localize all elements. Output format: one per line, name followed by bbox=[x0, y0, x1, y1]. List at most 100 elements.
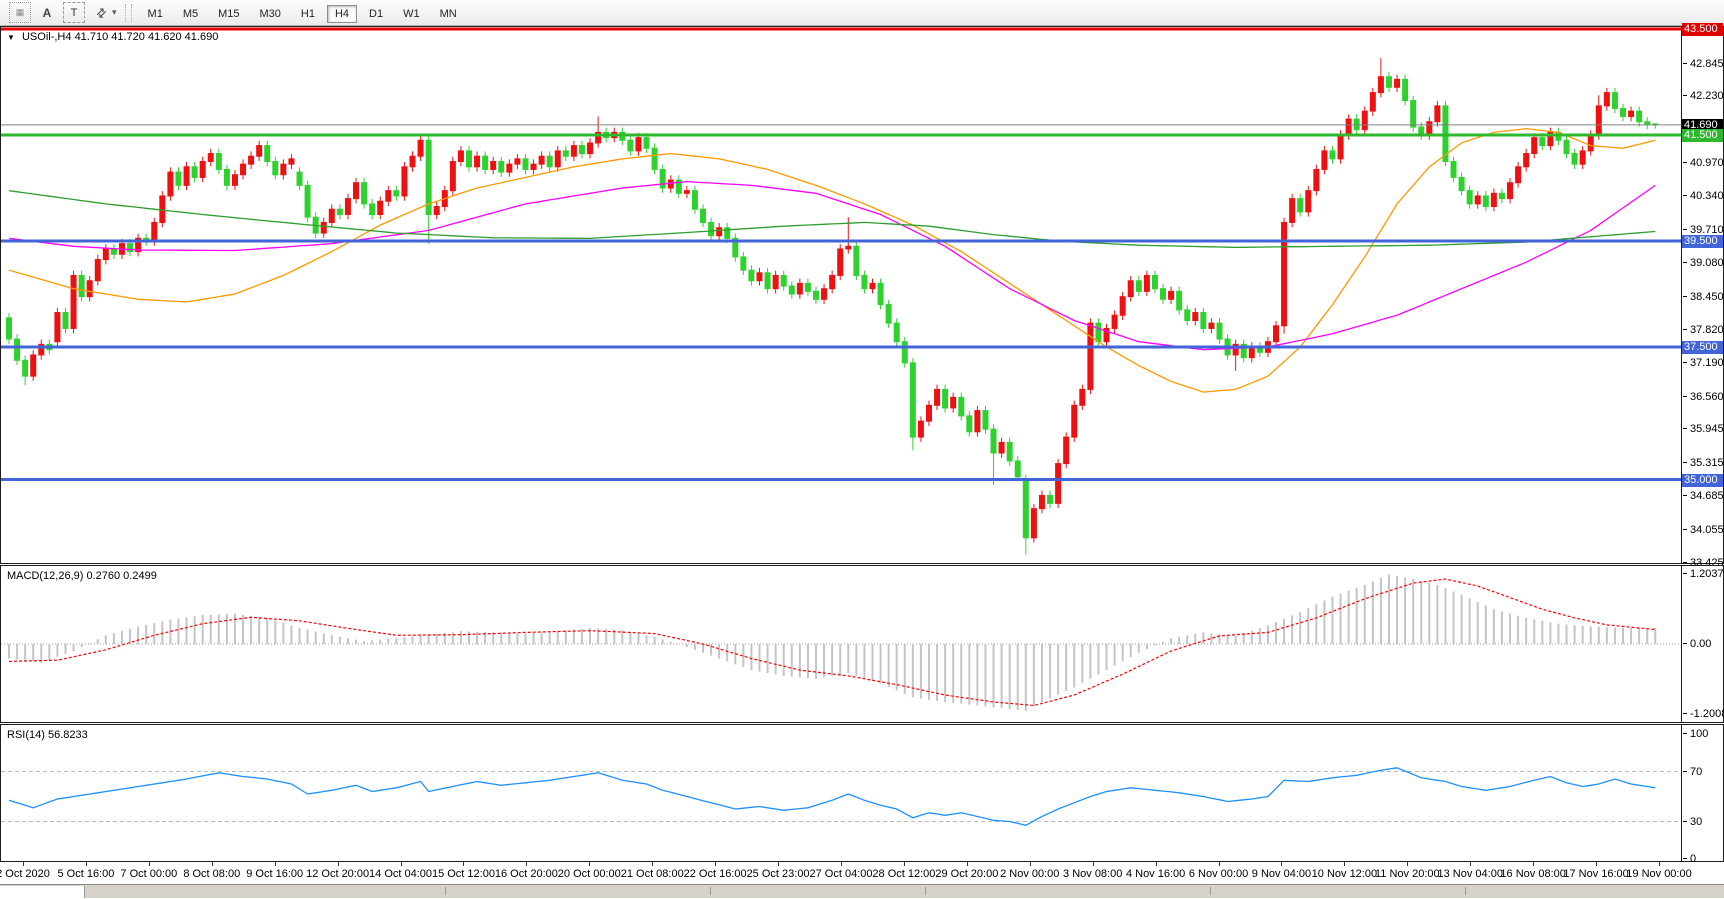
candle bbox=[1652, 123, 1659, 129]
date-tick bbox=[526, 862, 528, 866]
candle bbox=[804, 278, 811, 297]
price-axis[interactable]: 42.845 42.230 40.970 40.340 39.710 39.080 38.4… bbox=[1681, 23, 1724, 569]
candle bbox=[264, 140, 271, 167]
rsi-plot[interactable] bbox=[1, 725, 1683, 861]
ma-slow-green[interactable] bbox=[8, 189, 1656, 249]
date-tick bbox=[1218, 862, 1220, 866]
timeframe-button-h1[interactable]: H1 bbox=[300, 7, 315, 20]
candle bbox=[449, 156, 456, 196]
date-axis-label: 19 Nov 00:00 bbox=[1626, 868, 1692, 880]
timeframe-button-mn[interactable]: MN bbox=[439, 7, 457, 20]
timeframe-button-m1[interactable]: M1 bbox=[147, 7, 163, 20]
ma-fast-orange[interactable] bbox=[8, 127, 1656, 393]
candle bbox=[667, 175, 674, 193]
candle bbox=[425, 135, 432, 244]
date-tick bbox=[1092, 862, 1094, 866]
candle bbox=[401, 162, 408, 201]
collapse-arrow-icon[interactable]: ▼ bbox=[7, 33, 15, 42]
price-axis-label: 37.820 bbox=[1683, 324, 1724, 337]
candle bbox=[231, 169, 238, 191]
toolbar-grip[interactable] bbox=[124, 3, 132, 22]
candle bbox=[1402, 74, 1409, 106]
font-a-icon[interactable]: A bbox=[42, 5, 52, 20]
date-axis-label: 9 Nov 04:00 bbox=[1251, 868, 1312, 880]
candle bbox=[1515, 162, 1522, 188]
candle bbox=[1313, 164, 1320, 196]
candle bbox=[1450, 156, 1457, 183]
candle bbox=[1636, 106, 1643, 127]
macd-plot[interactable] bbox=[1, 566, 1683, 722]
candle bbox=[1305, 185, 1312, 217]
rsi-line bbox=[8, 767, 1656, 826]
candle bbox=[1160, 283, 1167, 305]
date-axis-label: 25 Oct 23:00 bbox=[746, 868, 810, 880]
date-axis[interactable]: 2 Oct 2020 5 Oct 16:00 7 Oct 00:00 8 Oct 08… bbox=[0, 862, 1724, 884]
candle bbox=[135, 233, 142, 257]
candle bbox=[893, 318, 900, 347]
rsi-axis[interactable]: 100 70 30 0 bbox=[1681, 725, 1723, 865]
candle bbox=[1055, 458, 1062, 509]
text-label-icon[interactable]: T bbox=[63, 2, 85, 23]
candle bbox=[1353, 114, 1360, 135]
rsi-label: RSI(14) 56.8233 bbox=[7, 729, 88, 741]
candle bbox=[1628, 106, 1635, 122]
bottom-tab-strip bbox=[0, 884, 1724, 898]
cursor-arrows-icon[interactable]: ⇄ bbox=[92, 3, 110, 22]
date-tick bbox=[463, 862, 465, 866]
macd-histogram bbox=[8, 574, 1657, 711]
tab-separator bbox=[1210, 887, 1211, 895]
candle bbox=[546, 151, 553, 172]
active-chart-tab[interactable] bbox=[0, 886, 85, 898]
candle bbox=[1119, 291, 1126, 320]
candle bbox=[1127, 275, 1134, 302]
candle bbox=[1377, 58, 1384, 98]
timeframe-button-m30[interactable]: M30 bbox=[259, 7, 281, 20]
rsi-panel: RSI(14) 56.8233 100 70 30 0 bbox=[0, 724, 1724, 865]
dropdown-caret-icon[interactable]: ▾ bbox=[112, 7, 117, 17]
date-axis-label: 2 Oct 2020 bbox=[0, 868, 50, 880]
candle bbox=[102, 244, 109, 265]
candle bbox=[1014, 456, 1021, 482]
candle bbox=[465, 146, 472, 172]
candle bbox=[538, 151, 545, 169]
date-axis-label: 11 Nov 20:00 bbox=[1374, 868, 1440, 880]
price-axis-label: 35.315 bbox=[1683, 456, 1724, 469]
candle bbox=[1620, 103, 1626, 122]
date-axis-label: 16 Oct 20:00 bbox=[494, 868, 558, 880]
candle bbox=[1531, 132, 1538, 159]
candle bbox=[1490, 188, 1497, 212]
candle bbox=[1289, 193, 1296, 228]
candle bbox=[1385, 71, 1392, 93]
candle bbox=[1192, 307, 1199, 326]
price-axis-label: 35.945 bbox=[1683, 423, 1724, 436]
candle bbox=[772, 270, 779, 294]
date-axis-label: 6 Nov 00:00 bbox=[1188, 868, 1249, 880]
candle bbox=[925, 400, 932, 426]
candle bbox=[877, 278, 884, 310]
macd-axis-label: 0.00 bbox=[1682, 638, 1712, 650]
timeframe-button-m5[interactable]: M5 bbox=[182, 7, 199, 20]
candle bbox=[256, 140, 263, 161]
date-tick bbox=[400, 862, 402, 866]
toolbar: ▦ A T ⇄ ▾ M1 M5 M15 M30 H1 H4 D1 W1 MN bbox=[0, 0, 1724, 26]
macd-axis[interactable]: 1.2037 0.00 -1.2008 bbox=[1681, 566, 1724, 722]
timeframe-button-m15[interactable]: M15 bbox=[218, 7, 240, 20]
candle bbox=[377, 196, 384, 220]
timeframe-button-h4[interactable]: H4 bbox=[326, 4, 358, 23]
price-plot[interactable] bbox=[1, 27, 1683, 563]
candle bbox=[554, 146, 561, 172]
price-axis-label: 39.080 bbox=[1683, 257, 1724, 270]
candle bbox=[578, 140, 585, 159]
timeframe-button-w1[interactable]: W1 bbox=[403, 7, 420, 20]
ma-medium-magenta[interactable] bbox=[8, 180, 1656, 351]
rsi-value: 56.8233 bbox=[47, 729, 88, 741]
candle bbox=[1498, 188, 1505, 204]
date-tick bbox=[85, 862, 87, 866]
candle bbox=[1644, 116, 1651, 130]
date-axis-label: 20 Oct 00:00 bbox=[557, 868, 621, 880]
date-axis-label: 13 Nov 04:00 bbox=[1437, 868, 1503, 880]
timeframe-button-d1[interactable]: D1 bbox=[369, 7, 384, 20]
grid-f-icon[interactable]: ▦ bbox=[9, 2, 31, 23]
date-tick bbox=[1155, 862, 1157, 866]
candle bbox=[393, 185, 400, 201]
